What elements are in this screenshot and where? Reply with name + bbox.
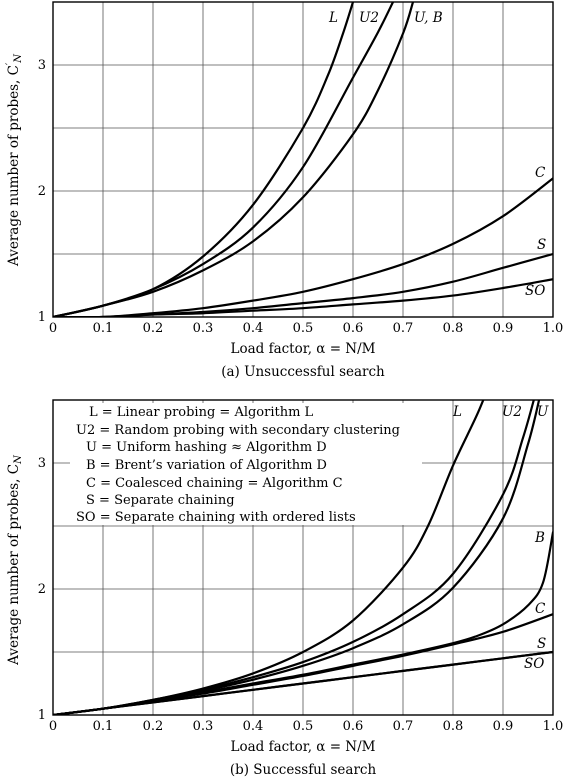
curve-label-SO: SO [525, 283, 545, 299]
x-tick-label: 0.4 [243, 321, 264, 336]
legend-entry-B: B = Brent’s variation of Algorithm D [86, 458, 327, 473]
x-tick-label: 0.3 [193, 719, 214, 734]
x-tick-label: 0.2 [143, 321, 164, 336]
plot-frame [52, 399, 554, 716]
x-tick-label: 0.8 [443, 719, 464, 734]
x-tick-label: 0.6 [343, 321, 364, 336]
x-tick-label: 0.3 [193, 321, 214, 336]
plot-frame [52, 1, 554, 318]
legend-entry-C: C = Coalesced chaining = Algorithm C [86, 476, 343, 491]
x-tick-label: 0.1 [93, 719, 114, 734]
curve-label-C: C [535, 601, 546, 617]
curve-label-S: S [537, 636, 546, 652]
x-tick-label: 0 [49, 321, 57, 336]
x-tick-label: 0.9 [493, 719, 514, 734]
x-tick-label: 0.7 [393, 321, 414, 336]
legend: L = Linear probing = Algorithm L U2 = Ra… [76, 405, 400, 525]
y-tick-label: 2 [38, 184, 46, 199]
legend-entry-U2: U2 = Random probing with secondary clust… [76, 423, 400, 438]
chart-successful-search: 0 0.1 0.2 0.3 0.4 0.5 0.6 0.7 0.8 0.9 1.0 1 2 3 L = L… [6, 399, 564, 778]
legend-entry-SO: SO = Separate chaining with ordered list… [76, 510, 356, 525]
x-tick-label: 0.5 [293, 719, 314, 734]
legend-entry-U: U = Uniform hashing ≈ Algorithm D [86, 440, 327, 455]
series-line-so [53, 650, 553, 715]
x-tick-label: 0.6 [343, 719, 364, 734]
caption: (a) Unsuccessful search [221, 364, 385, 380]
legend-entry-L: L = Linear probing = Algorithm L [89, 405, 314, 420]
y-axis-label: Average number of probes, C′N [5, 53, 24, 267]
series-line-ub [53, 2, 415, 317]
y-tick-label: 3 [38, 58, 46, 73]
x-tick-label: 0.1 [93, 321, 114, 336]
caption: (b) Successful search [230, 762, 377, 778]
x-tick-label: 1.0 [543, 321, 564, 336]
x-axis-label: Load factor, α = N/M [231, 739, 376, 755]
series-line-u2 [53, 400, 535, 715]
x-tick-label: 0.2 [143, 719, 164, 734]
curve-label-C: C [535, 165, 546, 181]
curve-label-SO: SO [524, 656, 544, 672]
x-tick-label: 0.9 [493, 321, 514, 336]
x-tick-label: 0.8 [443, 321, 464, 336]
y-tick-label: 3 [38, 456, 46, 471]
curve-label-U2: U2 [359, 10, 379, 26]
y-tick-label: 2 [38, 582, 46, 597]
x-tick-label: 0.4 [243, 719, 264, 734]
legend-background [70, 403, 422, 525]
x-tick-label: 0 [49, 719, 57, 734]
curve-label-L: L [452, 404, 462, 420]
curve-label-U2: U2 [502, 404, 522, 420]
curve-label-B: B [534, 530, 545, 546]
curve-label-L: L [328, 10, 338, 26]
y-tick-label: 1 [38, 708, 46, 723]
legend-entry-S: S = Separate chaining [86, 493, 235, 508]
series-line-so [53, 278, 553, 317]
x-axis-label: Load factor, α = N/M [231, 341, 376, 357]
x-tick-label: 0.5 [293, 321, 314, 336]
curve-label-U: U [537, 404, 549, 420]
curve-label-S: S [537, 237, 546, 253]
series-line-u2 [53, 2, 395, 317]
x-tick-label: 0.7 [393, 719, 414, 734]
y-tick-label: 1 [38, 310, 46, 325]
y-axis-label: Average number of probes, CN [6, 454, 24, 666]
x-tick-label: 1.0 [543, 719, 564, 734]
curve-label-UB: U, B [414, 10, 443, 26]
